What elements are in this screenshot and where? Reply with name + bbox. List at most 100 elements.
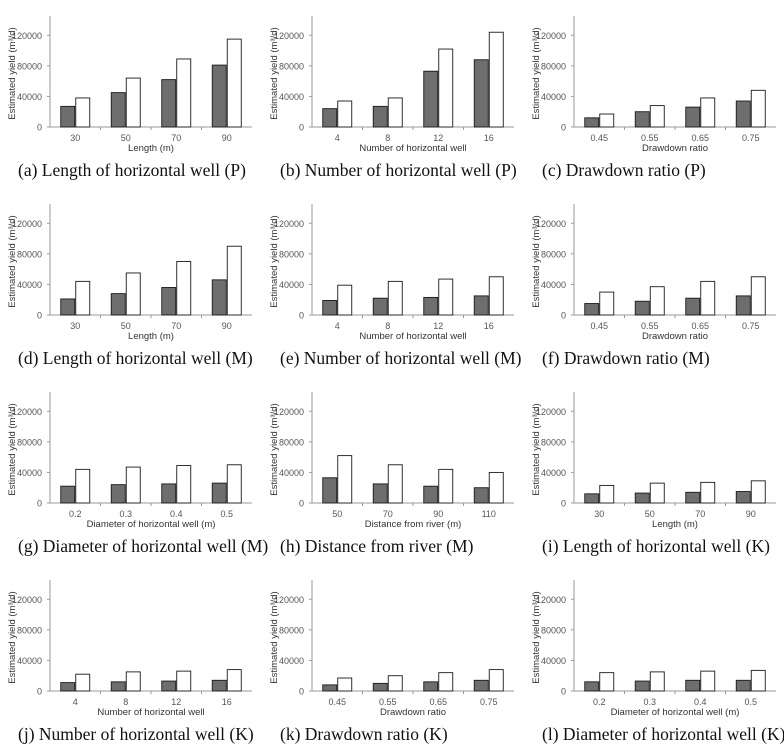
x-tick-label: 0.55 [641, 321, 659, 331]
bar-light-0.55 [387, 675, 403, 692]
chart-panel-f: 0 40000 80000 120000 Estimated yield (m³/d) 0… [524, 188, 784, 374]
bar-light-8 [125, 671, 141, 692]
bar-dark-0.55 [372, 682, 388, 692]
bar-light-50 [125, 77, 141, 128]
bar-light-50 [649, 482, 665, 504]
bar-dark-0.3 [110, 484, 126, 504]
bar-light-0.55 [649, 105, 665, 128]
bar-dark-4 [60, 682, 76, 692]
bar-light-90 [226, 38, 242, 128]
chart-panel-d: 0 40000 80000 120000 Estimated yield (m³/d) 3… [0, 188, 260, 374]
bar-light-0.65 [700, 280, 716, 316]
x-tick-label: 0.75 [480, 697, 498, 707]
chart-panel-e: 0 40000 80000 120000 Estimated yield (m³/d) 4… [262, 188, 522, 374]
bar-light-90 [226, 245, 242, 316]
bar-light-0.55 [649, 286, 665, 316]
x-tick-label: 12 [433, 321, 443, 331]
chart-caption: (j) Number of horizontal well (K) [18, 724, 254, 744]
bar-dark-0.65 [685, 106, 701, 128]
x-tick-label: 8 [385, 133, 390, 143]
y-tick-label: 0 [37, 499, 42, 509]
y-tick-label: 120000 [274, 595, 304, 605]
bar-light-0.4 [700, 670, 716, 692]
y-tick-label: 120000 [536, 219, 566, 229]
y-tick-label: 80000 [279, 437, 304, 447]
x-axis-label: Drawdown ratio [380, 707, 446, 718]
x-axis-label: Diameter of horizontal well (m) [87, 519, 216, 530]
x-tick-label: 0.5 [744, 697, 757, 707]
chart-panel-h: 0 40000 80000 120000 Estimated yield (m³/d) 5… [262, 376, 522, 562]
bar-light-0.65 [438, 672, 454, 692]
x-tick-label: 0.5 [220, 509, 233, 519]
chart-panel-j: 0 40000 80000 120000 Estimated yield (m³/d) 4… [0, 564, 260, 750]
bar-light-12 [176, 670, 192, 692]
bar-light-4 [75, 673, 91, 692]
x-tick-label: 0.65 [691, 321, 709, 331]
x-tick-label: 70 [383, 509, 393, 519]
x-tick-label: 0.75 [742, 133, 760, 143]
bar-dark-8 [372, 297, 388, 316]
y-tick-label: 120000 [536, 31, 566, 41]
y-tick-label: 80000 [17, 625, 42, 635]
bar-dark-0.75 [735, 100, 751, 128]
y-tick-label: 80000 [17, 61, 42, 71]
x-axis-label: Length (m) [128, 331, 174, 342]
y-tick-label: 120000 [12, 219, 42, 229]
x-tick-label: 0.2 [69, 509, 82, 519]
x-tick-label: 110 [482, 509, 496, 519]
y-tick-label: 80000 [279, 61, 304, 71]
y-axis-label: Estimated yield (m³/d) [531, 215, 542, 307]
y-tick-label: 40000 [541, 656, 566, 666]
y-axis-label: Estimated yield (m³/d) [269, 591, 280, 683]
y-tick-label: 0 [37, 123, 42, 133]
y-tick-label: 120000 [536, 595, 566, 605]
x-tick-label: 30 [594, 509, 604, 519]
y-tick-label: 0 [561, 311, 566, 321]
x-tick-label: 16 [484, 321, 494, 331]
x-tick-label: 30 [70, 321, 80, 331]
chart-caption: (e) Number of horizontal well (M) [280, 348, 522, 368]
y-axis-label: Estimated yield (m³/d) [269, 27, 280, 119]
x-tick-label: 50 [121, 133, 131, 143]
bar-dark-0.55 [634, 300, 650, 316]
bar-dark-30 [60, 105, 76, 128]
bar-light-0.2 [75, 468, 91, 504]
bar-dark-0.45 [322, 684, 338, 692]
bar-dark-50 [110, 92, 126, 128]
y-axis-label: Estimated yield (m³/d) [269, 215, 280, 307]
bar-light-8 [387, 280, 403, 316]
bar-light-0.65 [700, 97, 716, 128]
y-tick-label: 40000 [541, 280, 566, 290]
bar-light-0.5 [750, 669, 766, 692]
chart-caption: (h) Distance from river (M) [280, 536, 474, 556]
y-axis-label: Estimated yield (m³/d) [7, 215, 18, 307]
y-tick-label: 80000 [17, 249, 42, 259]
bar-dark-90 [735, 491, 751, 504]
y-tick-label: 0 [561, 123, 566, 133]
bar-dark-0.75 [735, 295, 751, 316]
chart-caption: (l) Diameter of horizontal well (K) [542, 724, 784, 744]
x-tick-label: 0.55 [379, 697, 397, 707]
bar-light-12 [438, 48, 454, 128]
y-tick-label: 40000 [17, 656, 42, 666]
bar-light-0.75 [750, 276, 766, 316]
bar-dark-16 [473, 59, 489, 128]
y-tick-label: 40000 [17, 92, 42, 102]
bar-dark-0.65 [423, 681, 439, 692]
chart-caption: (a) Length of horizontal well (P) [18, 160, 246, 180]
x-tick-label: 8 [123, 697, 128, 707]
y-tick-label: 40000 [17, 468, 42, 478]
bar-dark-50 [634, 492, 650, 504]
bar-light-12 [438, 278, 454, 316]
bar-dark-0.2 [60, 485, 76, 504]
x-tick-label: 90 [222, 321, 232, 331]
bar-light-30 [75, 97, 91, 128]
x-tick-label: 90 [222, 133, 232, 143]
y-axis-label: Estimated yield (m³/d) [269, 403, 280, 495]
bar-light-50 [125, 272, 141, 316]
bar-light-0.75 [488, 669, 504, 692]
